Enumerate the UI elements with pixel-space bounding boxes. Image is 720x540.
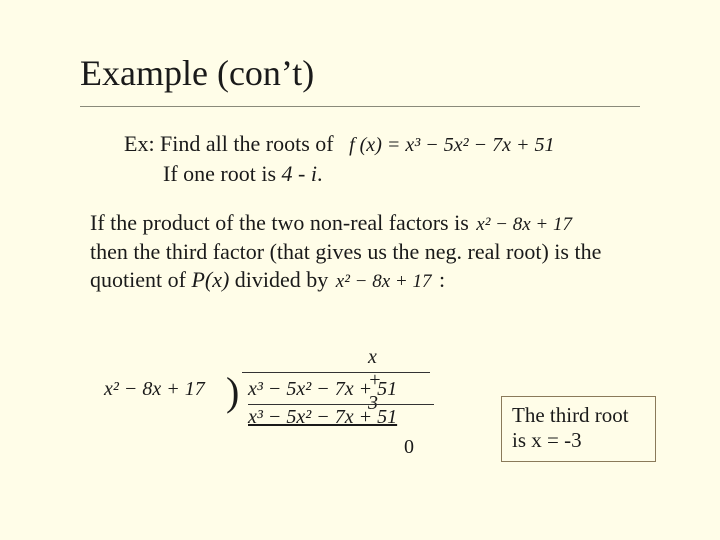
division-divisor: x² − 8x + 17 (104, 378, 205, 401)
slide: Example (con’t) Ex: Find all the roots o… (0, 0, 720, 540)
px-symbol: P(x) (191, 267, 229, 292)
answer-line-2: is x = -3 (512, 428, 645, 453)
lead-line-2: If one root is 4 - i. (163, 161, 632, 187)
title-rule (80, 106, 640, 107)
lead-text-1: Ex: Find all the roots of (124, 131, 334, 156)
lead-line-1: Ex: Find all the roots of f (x) = x³ − 5… (124, 131, 632, 157)
answer-box: The third root is x = -3 (501, 396, 656, 462)
known-root: 4 - i (282, 161, 317, 186)
division-dividend: x³ − 5x² − 7x + 51 (248, 378, 397, 401)
quadratic-factor-1: x² − 8x + 17 (474, 214, 574, 235)
lead-text-2b: . (317, 161, 323, 186)
lead-text-2a: If one root is (163, 161, 282, 186)
answer-line-1: The third root (512, 403, 645, 428)
header: Example (con’t) (0, 0, 720, 107)
division-remainder: 0 (404, 436, 414, 459)
division-bar-icon (242, 372, 430, 373)
body: Ex: Find all the roots of f (x) = x³ − 5… (0, 131, 720, 294)
paragraph: If the product of the two non-real facto… (90, 209, 632, 294)
para-t3: divided by (229, 267, 334, 292)
division-step-1: x³ − 5x² − 7x + 51 (248, 406, 397, 429)
para-t1: If the product of the two non-real facto… (90, 210, 474, 235)
quadratic-factor-2: x² − 8x + 17 (334, 271, 434, 292)
division-step-bar-icon (248, 404, 434, 405)
division-bracket-icon: ) (226, 368, 239, 415)
slide-title: Example (con’t) (80, 52, 640, 102)
para-t4: : (434, 267, 446, 292)
polynomial-fx: f (x) = x³ − 5x² − 7x + 51 (349, 134, 554, 157)
